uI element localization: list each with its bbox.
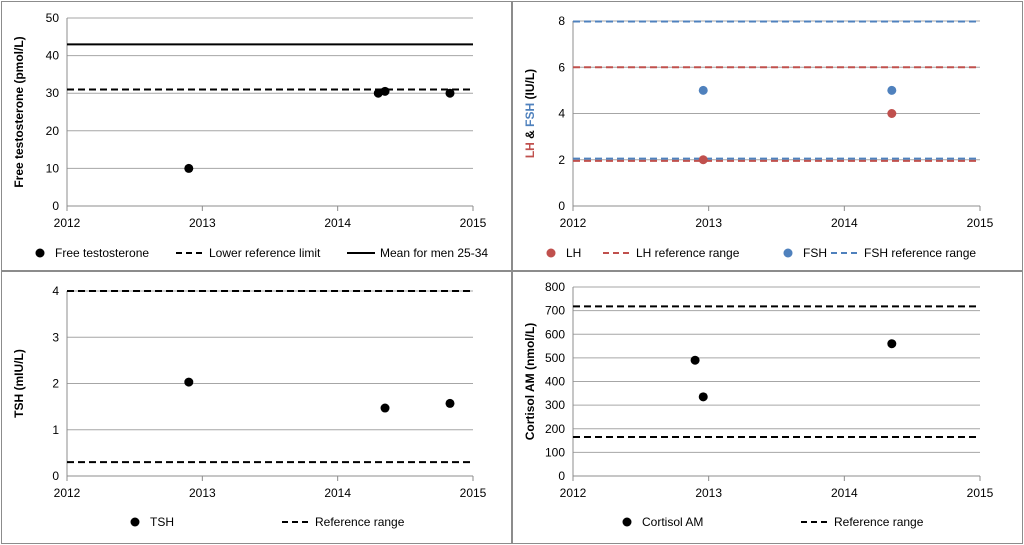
legend-label-fsh-reference-range: FSH reference range xyxy=(864,246,976,260)
legend-label-tsh: TSH xyxy=(150,515,174,529)
data-point-lh xyxy=(887,109,897,118)
data-point-fsh xyxy=(698,85,708,95)
y-tick-label: 40 xyxy=(46,49,60,63)
y-tick-label: 200 xyxy=(545,422,565,436)
x-tick-label: 2015 xyxy=(460,216,487,230)
data-point-lh xyxy=(698,155,708,165)
y-tick-label: 0 xyxy=(52,199,59,213)
y-tick-label: 4 xyxy=(52,284,59,298)
legend-label-fsh: FSH xyxy=(803,246,827,260)
y-tick-label: 400 xyxy=(545,375,565,389)
y-tick-label: 300 xyxy=(545,398,565,412)
x-tick-label: 2014 xyxy=(831,486,858,500)
tsh-chart: 0 1 2 3 4 2012 2013 2014 2015 TSH (mIU/L) TSH Refer… xyxy=(12,284,487,529)
legend-label-lh-reference-range: LH reference range xyxy=(636,246,740,260)
x-tick-label: 2013 xyxy=(695,216,722,230)
data-point-fsh xyxy=(887,85,897,95)
y-tick-label: 0 xyxy=(52,469,59,483)
x-tick-label: 2013 xyxy=(189,216,216,230)
data-point-cortisol-am xyxy=(690,355,700,365)
y-tick-label: 100 xyxy=(545,445,565,459)
legend-label-reference-range: Reference range xyxy=(834,515,924,529)
x-tick-label: 2014 xyxy=(324,486,351,500)
y-tick-label: 1 xyxy=(52,423,59,437)
y-axis-label: Cortisol AM (nmol/L) xyxy=(523,323,537,441)
y-axis-label-part: & xyxy=(523,127,537,142)
data-point-free-testosterone xyxy=(184,163,194,173)
y-tick-label: 50 xyxy=(46,11,60,25)
y-axis-label-part: (IU/L) xyxy=(523,69,537,103)
legend-label-cortisol-am: Cortisol AM xyxy=(642,515,703,529)
data-point-free-testosterone xyxy=(373,88,383,98)
data-point-free-testosterone xyxy=(380,86,390,96)
y-tick-label: 0 xyxy=(558,469,565,483)
y-tick-label: 600 xyxy=(545,327,565,341)
y-tick-label: 700 xyxy=(545,304,565,318)
x-tick-label: 2013 xyxy=(695,486,722,500)
data-point-cortisol-am xyxy=(698,392,708,402)
x-tick-label: 2013 xyxy=(189,486,216,500)
legend-label-mean-for-men-25-34: Mean for men 25-34 xyxy=(380,246,488,260)
y-tick-label: 2 xyxy=(558,153,565,167)
y-axis-label-part: LH xyxy=(523,142,537,158)
legend-marker-tsh xyxy=(130,517,140,527)
data-point-cortisol-am xyxy=(887,339,897,349)
cortisol-chart-panel: 0 100 200 300 400 500 600 700 800 2012 2013 2014 201… xyxy=(512,271,1023,544)
y-tick-label: 2 xyxy=(52,377,59,391)
y-tick-label: 6 xyxy=(558,60,565,74)
tsh-chart-panel: 0 1 2 3 4 2012 2013 2014 2015 TSH (mIU/L) TSH Refer… xyxy=(1,271,512,544)
y-tick-label: 3 xyxy=(52,330,59,344)
y-tick-label: 500 xyxy=(545,351,565,365)
y-tick-label: 0 xyxy=(558,199,565,213)
legend-marker-lh xyxy=(546,248,556,258)
free-testosterone-chart: 0 10 20 30 40 50 2012 2013 2014 2015 Free testoste… xyxy=(12,11,488,260)
x-tick-label: 2015 xyxy=(460,486,487,500)
legend-label-reference-range: Reference range xyxy=(315,515,405,529)
x-tick-label: 2012 xyxy=(54,486,81,500)
data-point-tsh xyxy=(380,403,390,413)
y-tick-label: 4 xyxy=(558,107,565,121)
legend-label-lh: LH xyxy=(566,246,581,260)
y-tick-label: 30 xyxy=(46,86,60,100)
legend-marker-cortisol-am xyxy=(622,517,632,527)
legend-marker-free-testosterone xyxy=(35,248,45,258)
data-point-tsh xyxy=(445,398,455,408)
y-tick-label: 8 xyxy=(558,14,565,28)
x-tick-label: 2012 xyxy=(560,216,587,230)
y-tick-label: 800 xyxy=(545,280,565,294)
legend-marker-fsh xyxy=(783,248,793,258)
cortisol-chart: 0 100 200 300 400 500 600 700 800 2012 2013 2014 201… xyxy=(523,280,994,529)
free-testosterone-chart-panel: 0 10 20 30 40 50 2012 2013 2014 2015 Free testoste… xyxy=(1,1,512,271)
x-tick-label: 2012 xyxy=(54,216,81,230)
x-tick-label: 2014 xyxy=(324,216,351,230)
x-tick-label: 2015 xyxy=(967,216,994,230)
y-axis-label-part: FSH xyxy=(523,103,537,127)
data-point-tsh xyxy=(184,377,194,387)
x-tick-label: 2015 xyxy=(967,486,994,500)
lh-fsh-chart-panel: 0 2 4 6 8 2012 2013 2014 2015 LH & FSH (IU/L) LH LH… xyxy=(512,1,1023,271)
y-axis-label: Free testosterone (pmol/L) xyxy=(12,36,26,187)
legend-label-free-testosterone: Free testosterone xyxy=(55,246,149,260)
x-tick-label: 2014 xyxy=(831,216,858,230)
x-tick-label: 2012 xyxy=(560,486,587,500)
data-point-free-testosterone xyxy=(445,88,455,98)
y-axis-label: LH & FSH (IU/L) xyxy=(523,69,537,158)
y-axis-label: TSH (mIU/L) xyxy=(12,349,26,418)
y-tick-label: 20 xyxy=(46,124,60,138)
y-tick-label: 10 xyxy=(46,161,60,175)
legend-label-lower-reference-limit: Lower reference limit xyxy=(209,246,321,260)
